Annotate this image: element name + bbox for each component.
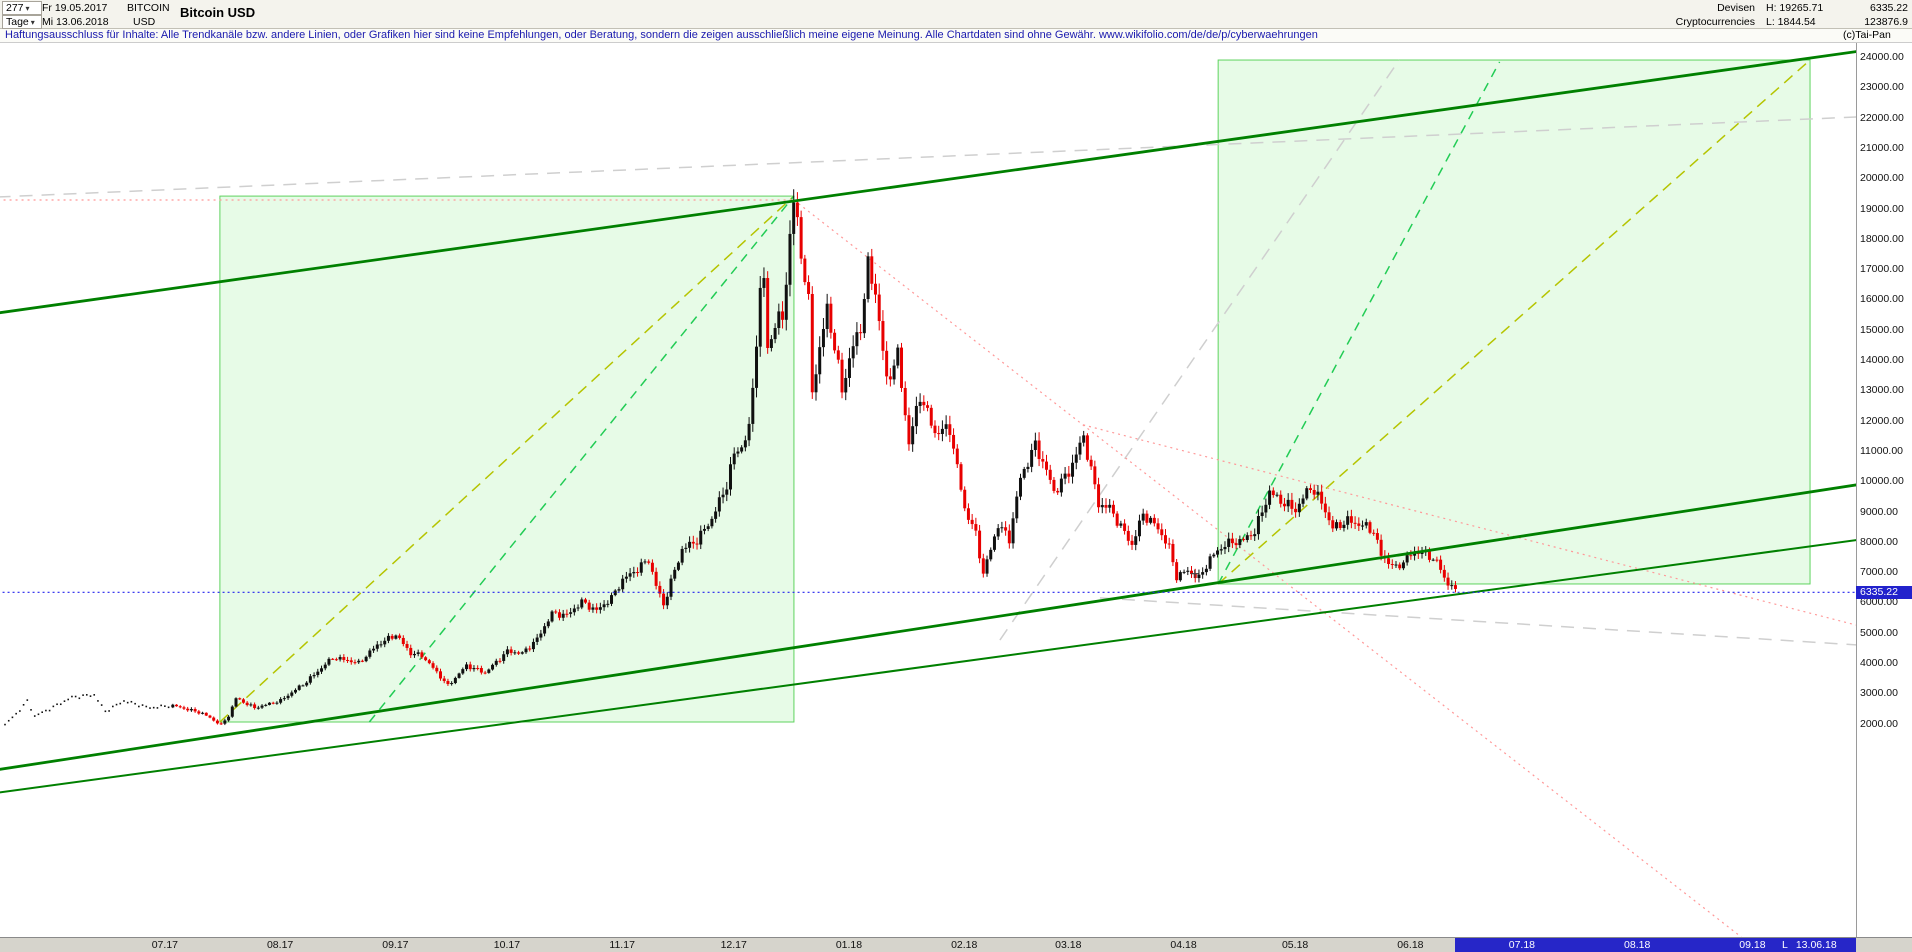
timeframe-dropdown[interactable]: Tage ▾ — [2, 15, 42, 29]
month-label: 08.17 — [266, 939, 294, 951]
month-label: 07.18 — [1508, 939, 1536, 951]
month-label: 03.18 — [1055, 939, 1082, 951]
month-label: 02.18 — [951, 939, 978, 951]
price-axis-label: 17000.00 — [1860, 263, 1904, 276]
price-axis-label: 3000.00 — [1860, 687, 1898, 700]
date-from-field[interactable]: Fr 19.05.2017 — [42, 2, 108, 14]
time-axis: L 13.06.18 07.17 08.17 09.17 10.17 11.17 12.17… — [0, 937, 1912, 952]
period-high-label: H: 19265.71 — [1766, 2, 1824, 14]
last-date-label: L 13.06.18 — [1782, 939, 1837, 951]
month-label: 09.18 — [1739, 939, 1766, 951]
current-price-marker: 6335.22 — [1856, 586, 1912, 600]
wikifolio-link[interactable]: www.wikifolio.com/de/de/p/cyberwaehrunge… — [1098, 29, 1318, 41]
month-label: 09.17 — [382, 939, 409, 951]
price-axis-label: 14000.00 — [1860, 354, 1904, 367]
price-axis-label: 13000.00 — [1860, 384, 1904, 397]
header-bar: 277 ▾ Fr 19.05.2017 BITCOIN Tage ▾ Mi 13.0… — [0, 0, 1912, 29]
period-low-label: L: 1844.54 — [1766, 16, 1816, 28]
current-price-value: 6335.22 — [1860, 586, 1898, 599]
currency-label: USD — [133, 16, 156, 28]
price-axis-label: 7000.00 — [1860, 566, 1898, 579]
disclaimer-text: Haftungsausschluss für Inhalte: Alle Tre… — [5, 29, 1099, 41]
volume-value: 123876.9 — [1864, 16, 1908, 28]
price-axis-label: 20000.00 — [1860, 172, 1904, 185]
disclaimer-bar: Haftungsausschluss für Inhalte: Alle Tre… — [0, 29, 1912, 43]
price-axis-label: 24000.00 — [1860, 51, 1904, 63]
chart-title: Bitcoin USD — [180, 5, 256, 20]
month-label: 05.18 — [1281, 939, 1309, 951]
bars-count-value: 277 — [6, 2, 24, 14]
price-axis-label: 22000.00 — [1860, 111, 1904, 124]
price-axis-label: 4000.00 — [1860, 657, 1898, 670]
month-label: 11.17 — [609, 939, 635, 951]
price-axis-label: 23000.00 — [1860, 81, 1904, 94]
price-axis-label: 2000.00 — [1860, 717, 1898, 730]
chevron-down-icon: ▾ — [30, 18, 35, 27]
price-axis-label: 18000.00 — [1860, 232, 1904, 245]
future-region — [1454, 938, 1856, 952]
last-date-l: L — [1782, 939, 1788, 951]
month-label: 10.17 — [493, 939, 521, 951]
taipan-copyright: (c)Tai-Pan — [1843, 29, 1891, 41]
price-axis-label: 12000.00 — [1860, 414, 1904, 427]
month-label: 06.18 — [1397, 939, 1424, 951]
bars-count-dropdown[interactable]: 277 ▾ — [2, 1, 42, 15]
month-label: 04.18 — [1170, 939, 1197, 951]
month-label: 08.18 — [1624, 939, 1651, 951]
category-label-1: Devisen — [1717, 2, 1755, 14]
timeframe-value: Tage — [6, 16, 29, 28]
symbol-label: BITCOIN — [127, 2, 170, 14]
price-axis-label: 11000.00 — [1860, 444, 1904, 457]
price-axis-label: 16000.00 — [1860, 293, 1904, 306]
last-price-value: 6335.22 — [1870, 2, 1908, 14]
price-axis: 24000.00 23000.00 22000.00 21000.00 20000.00… — [1856, 43, 1912, 937]
chevron-down-icon: ▾ — [25, 4, 30, 13]
month-label: 01.18 — [835, 939, 863, 951]
last-date-value: 13.06.18 — [1795, 939, 1837, 951]
category-label-2: Cryptocurrencies — [1675, 16, 1755, 28]
month-label: 12.17 — [720, 939, 747, 951]
price-axis-label: 9000.00 — [1860, 505, 1898, 518]
price-axis-label: 6000.00 — [1860, 596, 1898, 609]
price-axis-label: 15000.00 — [1860, 323, 1904, 336]
price-axis-label: 19000.00 — [1860, 202, 1904, 215]
date-to-field[interactable]: Mi 13.06.2018 — [42, 16, 109, 28]
price-axis-label: 21000.00 — [1860, 141, 1904, 154]
price-axis-label: 5000.00 — [1860, 626, 1898, 639]
price-axis-label: 10000.00 — [1860, 475, 1904, 488]
price-axis-label: 8000.00 — [1860, 535, 1898, 548]
month-label: 07.17 — [151, 939, 178, 951]
